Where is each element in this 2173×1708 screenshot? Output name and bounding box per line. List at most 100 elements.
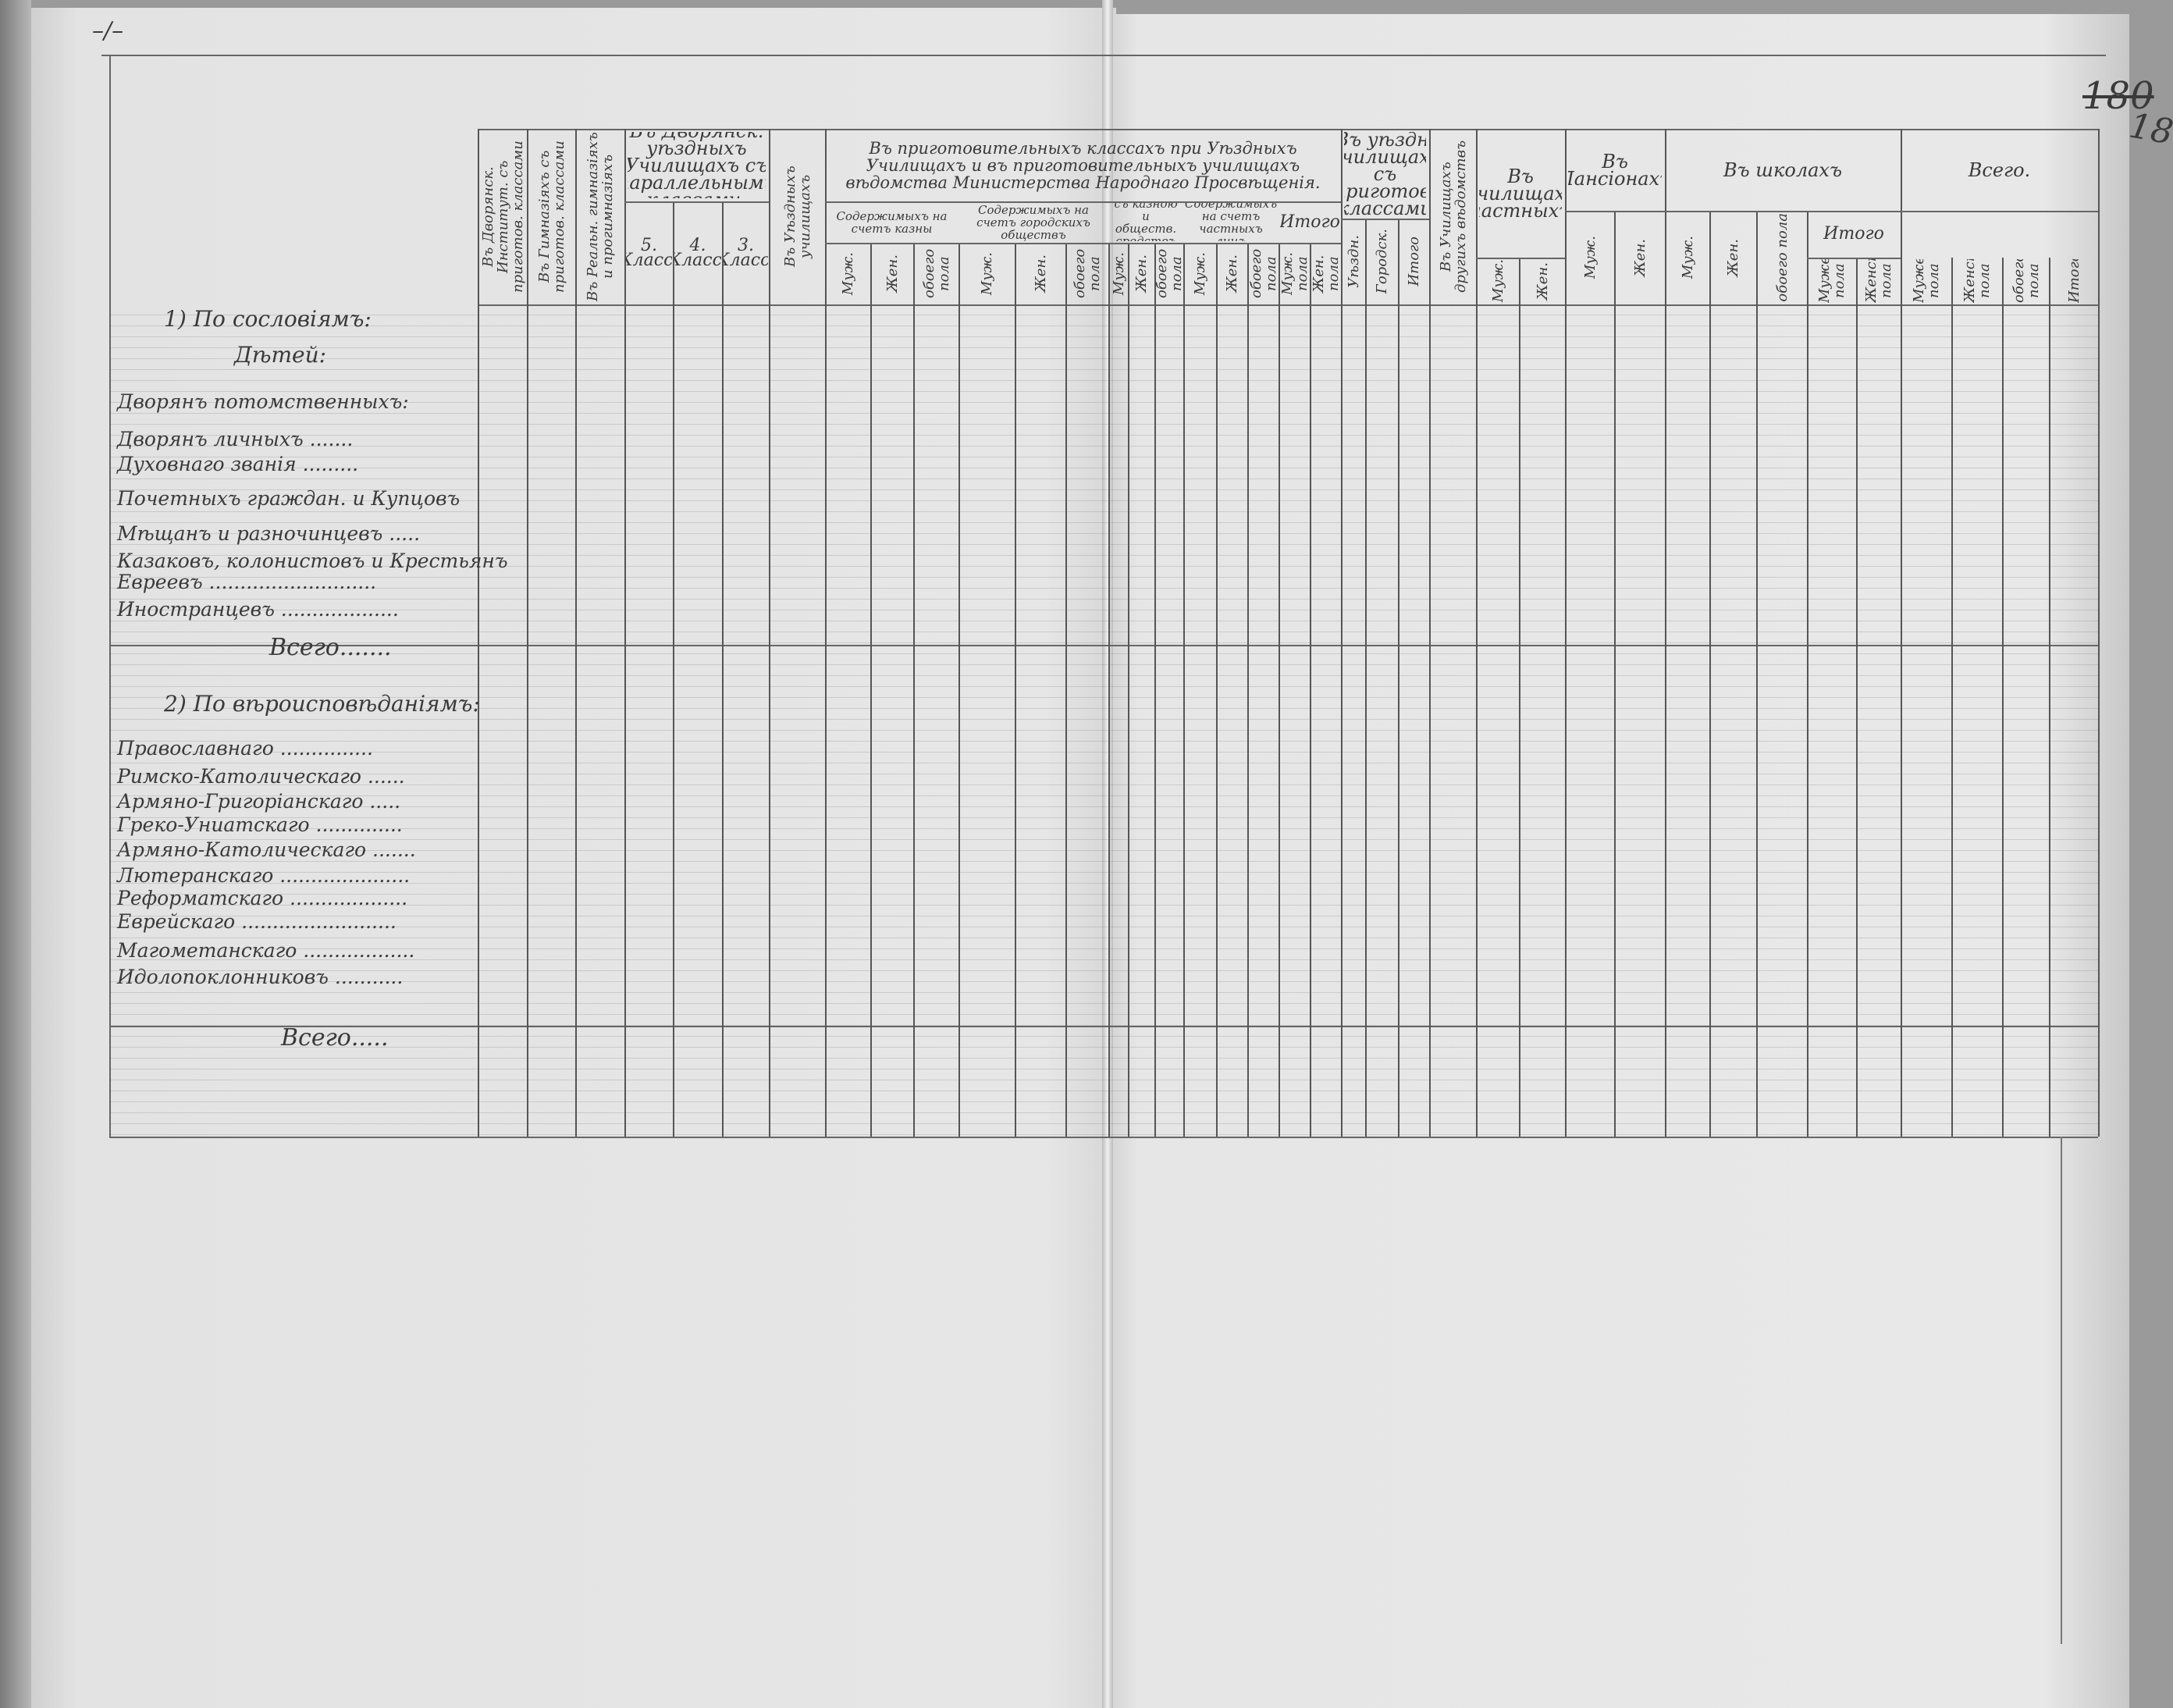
section-title-religions: 2) По вѣроисповѣданіямъ:	[164, 691, 480, 717]
column-line	[2098, 129, 2100, 1137]
column-header-text: Муж. пола	[1280, 251, 1309, 296]
column-line	[2049, 258, 2050, 1137]
column-header: Муж.	[1567, 212, 1613, 303]
column-header: Муж.	[1110, 244, 1127, 303]
group-header: Въ школахъ	[1723, 158, 1842, 181]
column-header: обоего пола	[1067, 244, 1108, 303]
column-header-text: обоего пола	[920, 248, 952, 299]
ruled-lines	[109, 304, 2098, 1137]
column-header-text: Въ Уѣздныхъ училищахъ	[781, 165, 813, 268]
subgroup-header: Итого	[1823, 224, 1884, 244]
column-line	[1519, 258, 1520, 1137]
row-label: Иностранцевъ ...................	[117, 598, 399, 621]
row-label: Еврейскаго .........................	[117, 910, 397, 933]
column-header-text: Итого	[2065, 259, 2082, 303]
column-header-text: Жен.	[1725, 238, 1741, 277]
column-line	[624, 129, 626, 1137]
column-header-text: Жен.	[884, 254, 901, 293]
column-header-text: Муж.	[1489, 259, 1506, 303]
column-line	[575, 129, 577, 1137]
group-rule	[1665, 211, 1901, 212]
column-header: Муж.	[1478, 259, 1518, 303]
horizontal-rule	[109, 1137, 2098, 1138]
row-label: Идолопоклонниковъ ...........	[117, 966, 404, 988]
book-gutter	[1102, 0, 1113, 1708]
group-header: Въ Пансіонахъ	[1568, 150, 1662, 190]
column-header-text: Итого	[1406, 237, 1422, 286]
subgroup-rule	[1183, 243, 1279, 244]
column-header: обоего пола	[915, 244, 958, 303]
column-header: Жен.	[1520, 259, 1564, 303]
column-header: Жен. пола	[1311, 244, 1340, 303]
column-line	[1398, 219, 1399, 1137]
horizontal-rule	[478, 129, 2098, 130]
column-header: Въ Реальн. гимназіяхъ и прогимназіяхъ	[577, 130, 624, 303]
column-line	[1279, 243, 1280, 1137]
column-line	[1216, 243, 1218, 1137]
column-header: 5. Класс.	[626, 203, 672, 303]
horizontal-rule	[109, 645, 2098, 646]
column-header-text: Жен.	[1224, 254, 1240, 293]
column-line	[1108, 243, 1110, 1137]
column-line	[1756, 211, 1758, 1137]
column-header: Муж.	[827, 244, 870, 303]
column-header: Муж.	[1666, 212, 1709, 303]
column-header: Итого	[1399, 220, 1428, 303]
subgroup-header: Итого	[1280, 212, 1339, 232]
column-line	[769, 129, 770, 1137]
subgroup-header: Содержимыхъ на счетъ городскихъ обществъ	[976, 203, 1090, 241]
column-header-text: Городск.	[1374, 229, 1390, 294]
row-label: Реформатскаго ...................	[117, 887, 408, 909]
column-header: Жен.	[1016, 244, 1065, 303]
column-header-text: 5. Класс.	[626, 236, 672, 270]
column-header-text: обоего пола	[1072, 248, 1103, 299]
column-header-text: Женскаго пола	[1863, 259, 1894, 303]
column-line	[1183, 243, 1185, 1137]
column-line	[1709, 211, 1711, 1137]
column-header-text: Муж.	[840, 251, 856, 296]
column-line	[1247, 243, 1249, 1137]
column-header-text: Женскаго пола	[1961, 259, 1993, 303]
group-header: Въ приготовительныхъ классахъ при Уѣздны…	[845, 138, 1321, 192]
column-header: Въ Уѣздныхъ училищахъ	[770, 130, 824, 303]
column-header-text: Мужескаго пола	[1816, 259, 1848, 303]
row-label: Дворянъ потомственныхъ:	[117, 390, 409, 413]
column-line	[913, 243, 915, 1137]
column-header-text: обоего пола	[1156, 248, 1183, 299]
column-header-text: Уѣздн.	[1345, 235, 1362, 288]
column-header: Уѣздн.	[1343, 220, 1364, 303]
column-header: Муж.	[1185, 244, 1215, 303]
column-header: обоего пола	[2004, 259, 2048, 303]
group-header: Въ Дворянск. уѣздныхъ Училищахъ съ парал…	[628, 132, 766, 198]
column-header-text: Муж.	[979, 251, 995, 296]
column-line	[1365, 219, 1367, 1137]
column-header: Мужескаго пола	[1902, 259, 1951, 303]
column-line	[1614, 211, 1616, 1137]
row-label: Армяно-Католическаго .......	[117, 838, 416, 861]
row-label: Православнаго ...............	[117, 737, 373, 760]
subgroup-header: Содержимыхъ на счетъ казны	[836, 208, 948, 236]
column-line	[1807, 211, 1808, 1137]
column-line	[2002, 258, 2004, 1137]
column-header-text: Муж.	[1110, 251, 1127, 296]
column-header: Жен.	[1218, 244, 1247, 303]
folio-number: 18	[2125, 105, 2173, 153]
column-header: Въ Училищахъ другихъ вѣдомствъ	[1431, 130, 1475, 303]
column-header-text: Жен.	[1133, 254, 1150, 293]
column-line	[722, 201, 724, 1137]
group-header: Въ уѣздн. Училищахъ съ приготов. классам…	[1344, 132, 1426, 215]
column-header-text: Мужескаго пола	[1911, 259, 1942, 303]
group-rule	[624, 201, 769, 203]
column-header: обоего пола	[1249, 244, 1278, 303]
column-line	[673, 201, 674, 1137]
column-header: Женскаго пола	[1953, 259, 2001, 303]
column-header-text: обоего пола	[1249, 248, 1278, 299]
column-header: Жен.	[1711, 212, 1755, 303]
column-header: Въ Дворянск. Институт. съ приготов. клас…	[479, 130, 526, 303]
column-header-text: Въ Училищахъ другихъ вѣдомствъ	[1437, 140, 1469, 294]
subgroup-header: съ казною и обществ. средствъ	[1114, 203, 1178, 241]
column-header: Итого	[2050, 259, 2097, 303]
row-label: Казаковъ, колонистовъ и Крестьянъ	[117, 550, 508, 572]
column-header: обоего пола	[1758, 212, 1806, 303]
column-header-text: обоего пола	[1773, 213, 1791, 302]
